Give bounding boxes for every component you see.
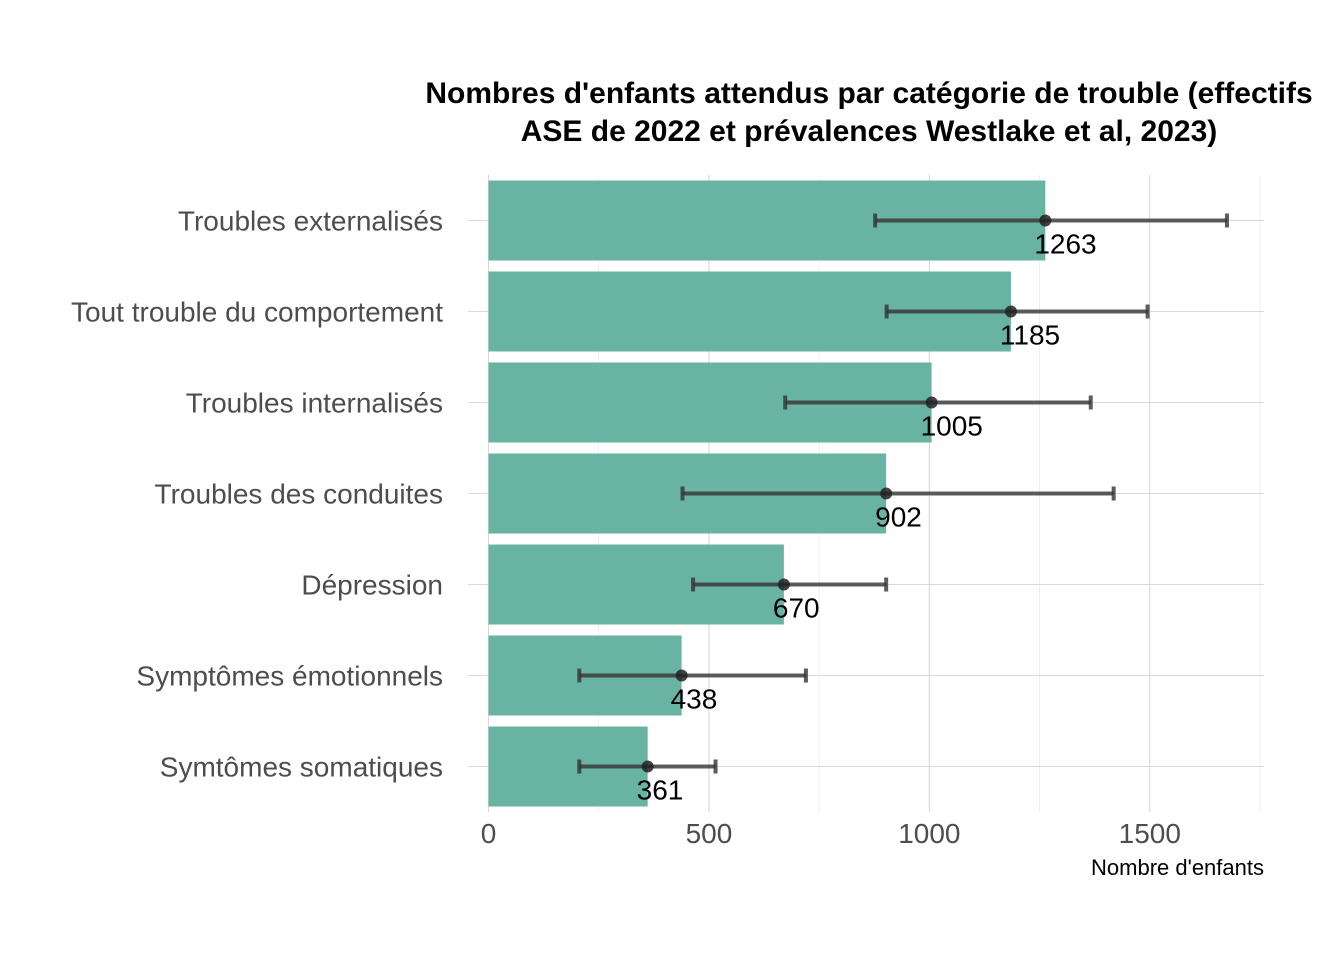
x-tick-label: 0 (481, 818, 497, 849)
data-point (880, 487, 893, 500)
chart-title-line: Nombres d'enfants attendus par catégorie… (425, 77, 1312, 110)
category-label: Tout trouble du comportement (71, 297, 443, 328)
error-bar (680, 486, 1116, 501)
category-labels: Troubles externalisés Tout trouble du com… (71, 206, 443, 783)
error-bar (783, 395, 1093, 410)
category-label: Dépression (301, 570, 443, 601)
chart-title: Nombres d'enfants attendus par catégorie… (425, 77, 1312, 148)
error-bar (577, 668, 808, 683)
value-label: 438 (671, 684, 718, 715)
points (641, 214, 1052, 773)
category-label: Troubles externalisés (178, 206, 443, 237)
value-labels: 1263 1185 1005 902 670 438 361 (637, 229, 1097, 806)
data-point (1004, 305, 1017, 318)
x-axis-title: Nombre d'enfants (1091, 855, 1264, 880)
value-label: 1185 (1000, 320, 1060, 351)
x-tick-label: 1500 (1119, 818, 1181, 849)
category-label: Symtômes somatiques (160, 752, 443, 783)
data-point (777, 578, 790, 591)
x-tick-label: 500 (686, 818, 733, 849)
data-point (925, 396, 938, 409)
x-tick-labels: 0 500 1000 1500 (481, 818, 1181, 849)
data-point (675, 669, 688, 682)
x-tick-label: 1000 (898, 818, 960, 849)
error-bar (884, 304, 1150, 319)
value-label: 1005 (921, 411, 983, 442)
category-label: Troubles internalisés (186, 388, 443, 419)
chart-title-line: ASE de 2022 et prévalences Westlake et a… (521, 115, 1218, 148)
data-point (641, 760, 654, 773)
category-label: Symptômes émotionnels (136, 661, 443, 692)
value-label: 361 (637, 775, 684, 806)
value-label: 670 (773, 593, 820, 624)
value-label: 1263 (1034, 229, 1096, 260)
data-point (1039, 214, 1052, 227)
value-label: 902 (875, 502, 922, 533)
category-label: Troubles des conduites (155, 479, 443, 510)
